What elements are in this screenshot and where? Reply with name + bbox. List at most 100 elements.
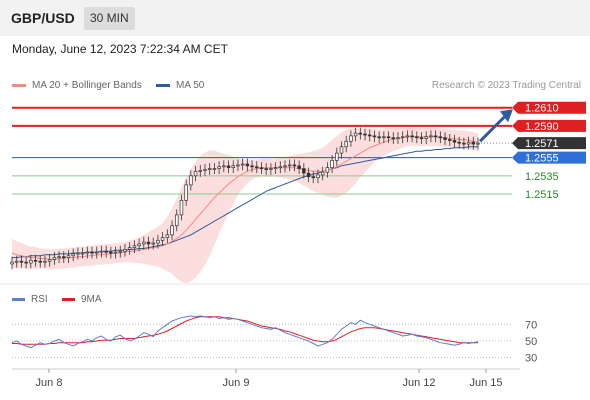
candle-body: [358, 132, 363, 135]
candle-body: [335, 152, 339, 161]
candle-body: [363, 133, 367, 136]
level-label-1.2571: 1.2571: [525, 138, 559, 150]
candle-body: [24, 261, 28, 264]
candle-body: [94, 251, 99, 254]
candle-body: [471, 141, 476, 145]
candle-body: [466, 141, 471, 145]
candle-body: [353, 132, 358, 137]
legend-ma9: 9MA: [62, 294, 102, 305]
candle-body: [66, 255, 71, 258]
candle-body: [184, 184, 188, 201]
rsi-ma9-line: [12, 316, 478, 345]
candle-body: [156, 239, 160, 244]
candle-body: [283, 165, 287, 168]
candle-body: [325, 167, 330, 173]
candle-body: [113, 251, 118, 254]
x-tick-label-Jun-15: Jun 15: [469, 377, 502, 389]
candle-body: [231, 165, 235, 169]
candle-body: [80, 252, 85, 255]
level-label-1.2515: 1.2515: [525, 189, 559, 201]
candle-body: [118, 250, 123, 253]
candle-body: [76, 252, 80, 255]
candle-body: [339, 146, 344, 154]
candle-body: [415, 136, 419, 139]
candle-body: [236, 164, 240, 167]
candle-body: [104, 250, 108, 253]
candle-body: [438, 136, 443, 139]
candle-body: [189, 175, 193, 186]
candle-body: [85, 251, 90, 254]
candle-body: [316, 174, 320, 178]
candle-body: [269, 168, 273, 170]
level-label-1.2555: 1.2555: [525, 153, 559, 165]
candle-body: [424, 136, 428, 139]
candle-body: [405, 135, 410, 138]
candle-body: [396, 137, 400, 140]
legend-ma9-label: 9MA: [81, 294, 102, 305]
legend-ma20-label: MA 20 + Bollinger Bands: [32, 80, 142, 91]
candle-body: [217, 166, 221, 169]
candle-body: [349, 135, 353, 142]
ma50-swatch: [156, 84, 170, 87]
candle-body: [99, 250, 104, 253]
legend-ma20: MA 20 + Bollinger Bands: [12, 80, 142, 91]
candle-body: [292, 164, 297, 167]
candle-body: [160, 237, 165, 241]
candle-body: [71, 253, 75, 257]
level-label-1.2610: 1.2610: [525, 103, 559, 115]
candle-body: [255, 166, 259, 169]
x-tick-label-Jun-12: Jun 12: [402, 377, 435, 389]
timestamp: Monday, June 12, 2023 7:22:34 AM CET: [12, 42, 228, 56]
candle-body: [287, 164, 292, 167]
candle-body: [330, 160, 334, 169]
ma20-line: [11, 136, 479, 260]
candle-body: [127, 247, 132, 250]
candle-body: [52, 257, 57, 260]
candle-body: [245, 163, 250, 167]
candle-body: [222, 165, 226, 168]
candle-body: [372, 135, 377, 138]
candle-body: [391, 137, 396, 140]
candle-body: [410, 135, 414, 138]
candle-body: [19, 260, 24, 263]
rsi-swatch: [12, 298, 25, 301]
candle-body: [457, 141, 461, 144]
candle-body: [62, 256, 66, 259]
ma9-swatch: [62, 298, 75, 301]
level-label-1.2590: 1.2590: [525, 121, 559, 133]
candle-body: [226, 165, 231, 169]
candle-body: [452, 140, 457, 143]
candle-body: [146, 241, 151, 245]
candle-body: [203, 169, 207, 171]
candle-body: [29, 259, 33, 264]
candle-body: [278, 166, 283, 169]
legend-ma50-label: MA 50: [176, 80, 205, 91]
bollinger-band-area: [12, 127, 478, 283]
candle-body: [311, 176, 316, 179]
candle-body: [250, 165, 254, 168]
rsi-tick-label-30: 30: [525, 353, 537, 365]
projection-arrow-head: [500, 109, 513, 123]
candle-body: [33, 259, 38, 262]
candle-body: [165, 234, 170, 238]
candle-body: [344, 140, 348, 148]
candle-body: [462, 142, 466, 145]
rsi-tick-label-50: 50: [525, 336, 537, 348]
candle-body: [207, 168, 212, 170]
candle-body: [382, 136, 386, 139]
candle-body: [448, 139, 452, 141]
candle-body: [38, 260, 42, 263]
candle-body: [429, 135, 433, 138]
candle-body: [419, 137, 424, 140]
candle-body: [273, 167, 278, 170]
candle-body: [240, 163, 245, 166]
candle-body: [170, 225, 174, 236]
level-tag-1.2571: [512, 137, 586, 150]
candle-body: [193, 170, 198, 177]
candle-body: [57, 256, 61, 259]
currency-pair-title: GBP/USD: [11, 10, 75, 26]
candle-body: [443, 137, 447, 140]
timeframe-button[interactable]: 30 MIN: [84, 7, 135, 30]
level-label-1.2535: 1.2535: [525, 171, 559, 183]
candle-body: [259, 167, 264, 170]
